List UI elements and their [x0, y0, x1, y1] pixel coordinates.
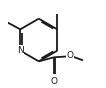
Text: O: O — [51, 77, 58, 86]
Text: O: O — [66, 51, 73, 60]
Text: N: N — [17, 46, 24, 55]
